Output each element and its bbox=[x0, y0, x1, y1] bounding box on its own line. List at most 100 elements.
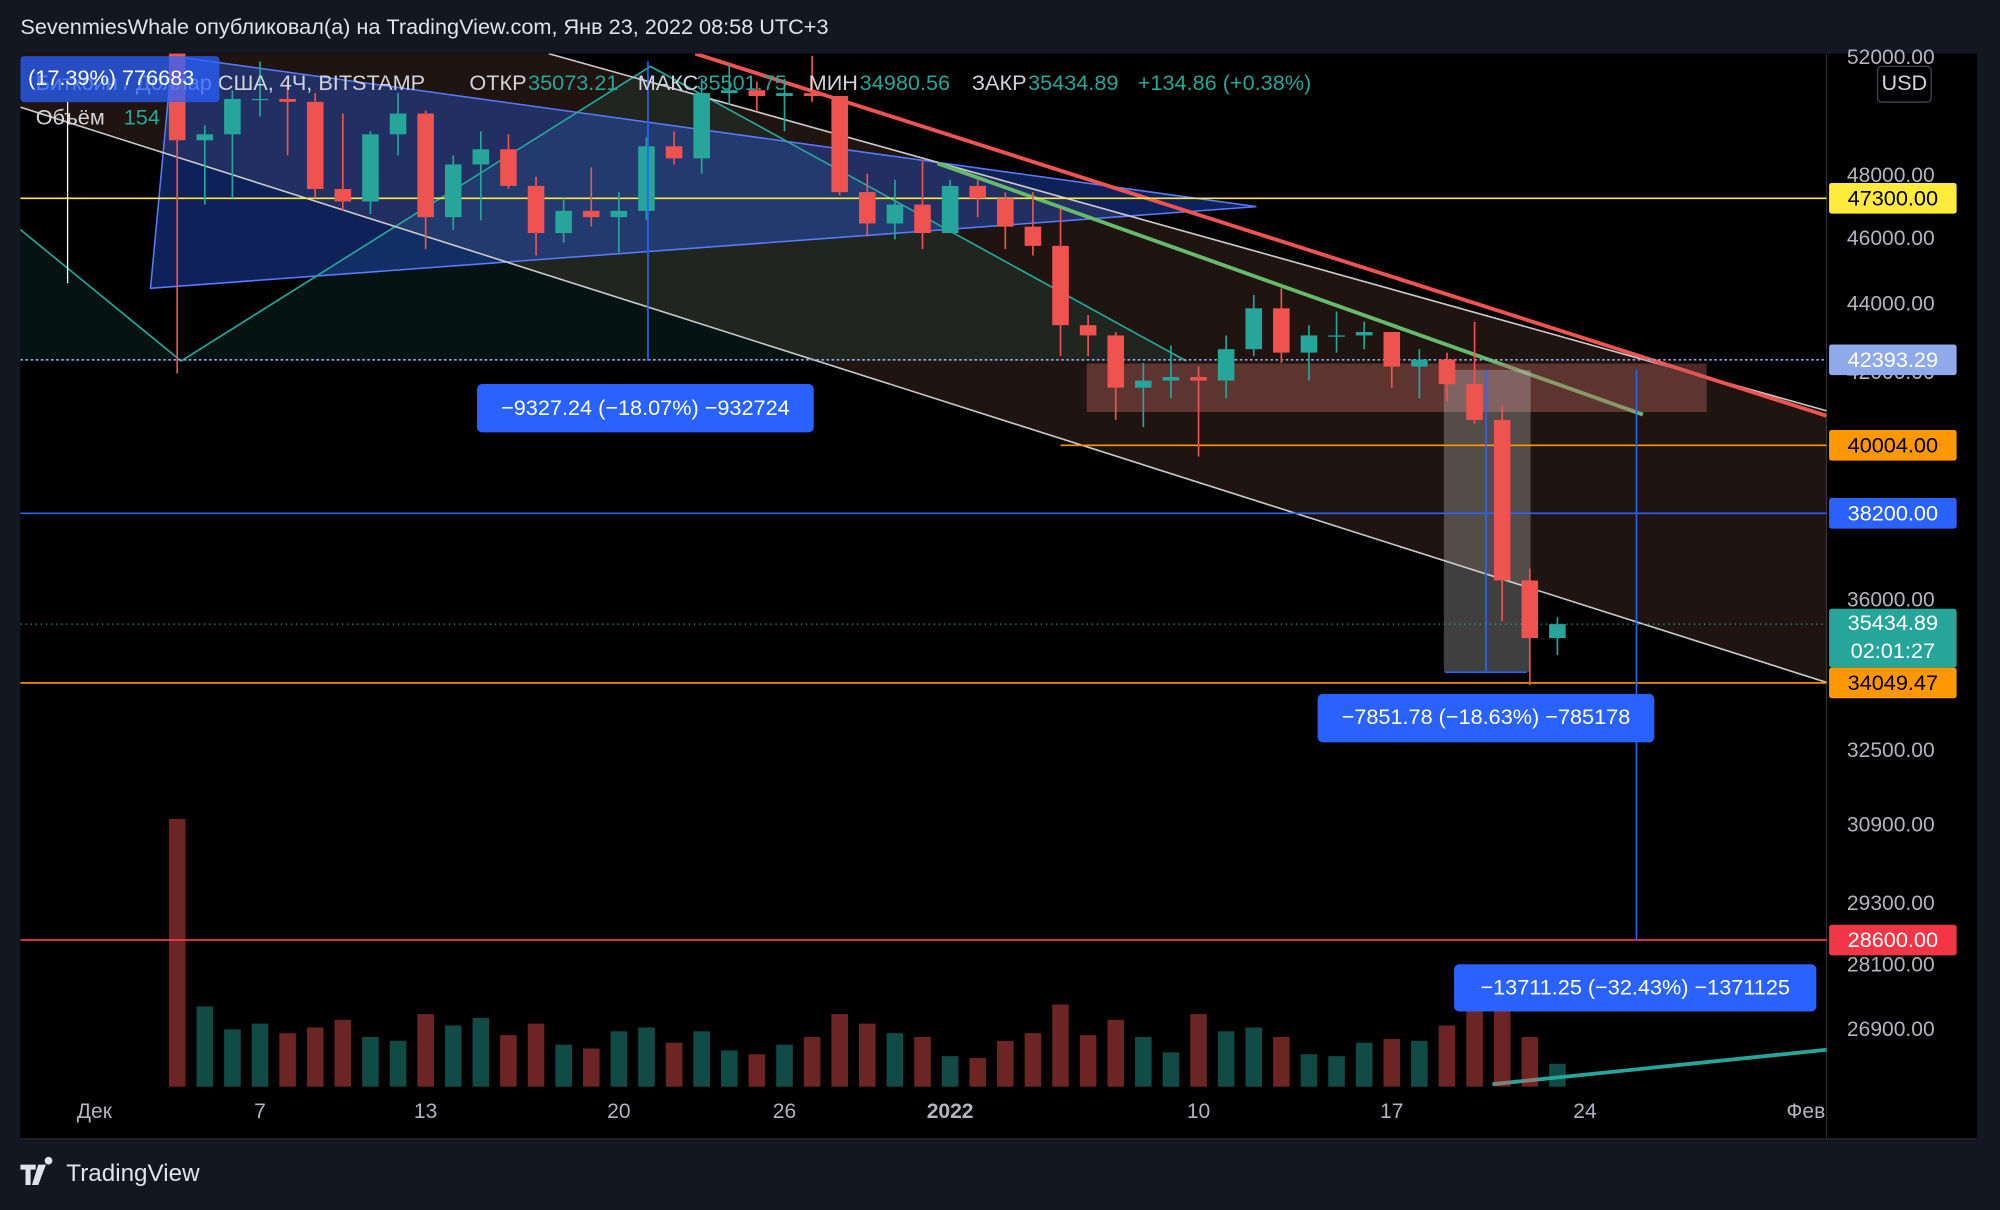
candle-body bbox=[638, 146, 655, 211]
tooltip-box bbox=[20, 56, 220, 103]
candle-body bbox=[555, 210, 572, 234]
candle-body bbox=[1052, 245, 1069, 326]
volume-bar bbox=[1411, 1040, 1428, 1087]
candle-body bbox=[969, 185, 986, 199]
volume-bar bbox=[1217, 1031, 1235, 1087]
volume-trend bbox=[1492, 1047, 1827, 1087]
volume-bar bbox=[693, 1031, 710, 1087]
volume-bar bbox=[859, 1023, 876, 1087]
candle-body bbox=[500, 149, 517, 186]
x-tick-label: 26 bbox=[773, 1100, 796, 1123]
candle-body bbox=[1466, 384, 1483, 420]
candle-body bbox=[720, 90, 738, 94]
legend-value: 35434.89 bbox=[1028, 70, 1118, 95]
candle-body bbox=[444, 164, 462, 218]
candle-body bbox=[1300, 335, 1318, 353]
candle-body bbox=[997, 198, 1014, 227]
price-label-box bbox=[1829, 924, 1957, 956]
volume-bar bbox=[665, 1042, 683, 1087]
measure-box bbox=[477, 383, 814, 433]
volume-bar bbox=[334, 1019, 352, 1087]
channel-line bbox=[548, 53, 1827, 412]
header: SevenmiesWhale опубликовал(а) на Trading… bbox=[20, 14, 828, 39]
candle-body bbox=[1493, 419, 1511, 581]
candle-body bbox=[1217, 349, 1235, 381]
volume-bar bbox=[997, 1040, 1014, 1087]
candle-body bbox=[1411, 359, 1428, 367]
y-tick-label: 44000.00 bbox=[1847, 293, 1935, 316]
candle-body bbox=[665, 146, 683, 159]
volume-bar bbox=[1300, 1054, 1318, 1087]
price-label-box bbox=[1829, 667, 1957, 699]
volume-bar bbox=[610, 1031, 628, 1087]
y-tick-label: 29300.00 bbox=[1847, 892, 1935, 915]
candle-body bbox=[334, 189, 352, 202]
x-tick-label: Фев bbox=[1786, 1100, 1825, 1123]
volume-bar bbox=[224, 1029, 241, 1087]
volume-bar bbox=[776, 1044, 793, 1087]
volume-bar bbox=[1355, 1042, 1373, 1087]
candle-body bbox=[748, 90, 766, 97]
chart-pane bbox=[20, 53, 1978, 1141]
legend-label: МАКС bbox=[638, 70, 699, 95]
candle-body bbox=[224, 98, 241, 135]
volume-bar bbox=[1190, 1014, 1207, 1087]
candle-body bbox=[914, 204, 931, 234]
candle-body bbox=[472, 149, 490, 165]
currency[interactable]: USD bbox=[1881, 70, 1927, 95]
volume-bar bbox=[886, 1033, 904, 1087]
volume-bar bbox=[196, 1006, 214, 1087]
candle-body bbox=[196, 134, 214, 141]
measure-label: −9327.24 (−18.07%) −932724 bbox=[501, 395, 790, 420]
currency-box[interactable] bbox=[1876, 65, 1932, 103]
volume-bar bbox=[1383, 1038, 1401, 1087]
candle-body bbox=[1245, 308, 1263, 350]
axis: 52000.0048000.0046000.0044000.0042000.00… bbox=[77, 46, 1957, 1123]
volume-bar bbox=[914, 1037, 931, 1087]
price-label: 28600.00 bbox=[1848, 927, 1938, 952]
measure-label: −7851.78 (−18.63%) −785178 bbox=[1342, 704, 1631, 729]
legend-label: МИН bbox=[809, 70, 858, 95]
candle-body bbox=[1438, 359, 1456, 385]
candle-body bbox=[417, 113, 434, 218]
overlay: −9327.24 (−18.07%) −932724 −7851.78 (−18… bbox=[20, 56, 1817, 1012]
candle-body bbox=[776, 93, 793, 97]
volume-bar bbox=[1493, 994, 1511, 1087]
candle-body bbox=[1190, 377, 1207, 381]
volume-bar bbox=[1162, 1052, 1180, 1087]
logo-mark bbox=[20, 1156, 53, 1185]
measure-zone bbox=[1443, 369, 1531, 673]
price-label: 34049.47 bbox=[1848, 670, 1938, 695]
candle-body bbox=[1549, 624, 1566, 639]
resistance-line bbox=[694, 53, 1827, 418]
volume-bar bbox=[362, 1037, 379, 1087]
x-tick-label: 13 bbox=[414, 1100, 437, 1123]
volume-bar bbox=[1273, 1037, 1290, 1087]
candle-body bbox=[886, 204, 904, 224]
volume-bar bbox=[720, 1050, 738, 1087]
y-tick-label: 46000.00 bbox=[1847, 227, 1935, 250]
price-label: 42393.29 bbox=[1848, 347, 1938, 372]
candle-body bbox=[1024, 226, 1042, 246]
volume-bar bbox=[1135, 1037, 1152, 1087]
candle-body bbox=[1521, 580, 1539, 639]
y-tick-label: 36000.00 bbox=[1847, 588, 1935, 611]
x-tick-label: 10 bbox=[1187, 1100, 1210, 1123]
volume-bar bbox=[444, 1025, 462, 1087]
price-label-box bbox=[1829, 183, 1957, 214]
candle-body bbox=[1273, 308, 1290, 353]
candle-body bbox=[1135, 380, 1152, 388]
legend-label: ОТКР bbox=[469, 70, 526, 95]
volume-bar bbox=[251, 1023, 269, 1087]
volume-bar bbox=[417, 1014, 434, 1087]
candle-body bbox=[279, 98, 296, 102]
measure-box bbox=[1317, 693, 1655, 743]
zigzag-fill bbox=[20, 66, 1187, 361]
volume-bar bbox=[500, 1035, 517, 1087]
legend-change: +134.86 (+0.38%) bbox=[1138, 70, 1312, 95]
candle-body bbox=[1355, 332, 1373, 336]
candle-body bbox=[251, 98, 269, 101]
price-label: 47300.00 bbox=[1848, 185, 1938, 210]
candle-body bbox=[389, 113, 407, 135]
